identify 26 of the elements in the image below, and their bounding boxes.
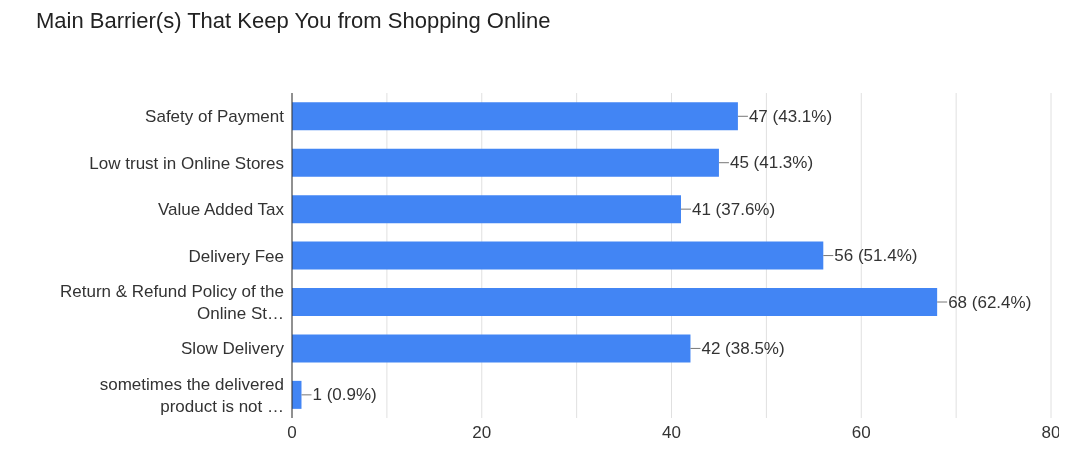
bar [292, 241, 824, 270]
y-tick-label: Slow Delivery [181, 338, 285, 358]
bar [292, 288, 938, 316]
data-label: 56 (51.4%) [834, 246, 918, 266]
y-tick-label: Return & Refund Policy of the Online St… [60, 281, 284, 323]
data-label: 1 (0.9%) [312, 385, 377, 405]
chart-title: Main Barrier(s) That Keep You from Shopping Online [36, 8, 551, 34]
data-label: 68 (62.4%) [948, 292, 1032, 312]
x-tick-label: 40 [662, 423, 681, 443]
y-tick-label: Safety of Payment [145, 106, 285, 126]
data-label: 47 (43.1%) [748, 106, 833, 126]
y-tick-label: sometimes the delivered product is not … [99, 374, 284, 416]
x-tick-label: 60 [851, 423, 871, 443]
y-tick-label: Low trust in Online Stores [89, 153, 284, 173]
bar [292, 334, 691, 363]
data-label: 41 (37.6%) [691, 199, 776, 219]
data-label: 45 (41.3%) [729, 153, 814, 173]
bar [292, 102, 738, 131]
bar [292, 148, 719, 177]
x-tick-label: 80 [1041, 423, 1061, 443]
y-tick-label: Delivery Fee [188, 246, 284, 265]
x-tick-label: 0 [287, 423, 297, 443]
y-tick-label: Value Added Tax [157, 199, 285, 219]
data-label: 42 (38.5%) [701, 338, 785, 358]
bar [292, 195, 681, 224]
x-tick-label: 20 [472, 423, 492, 443]
